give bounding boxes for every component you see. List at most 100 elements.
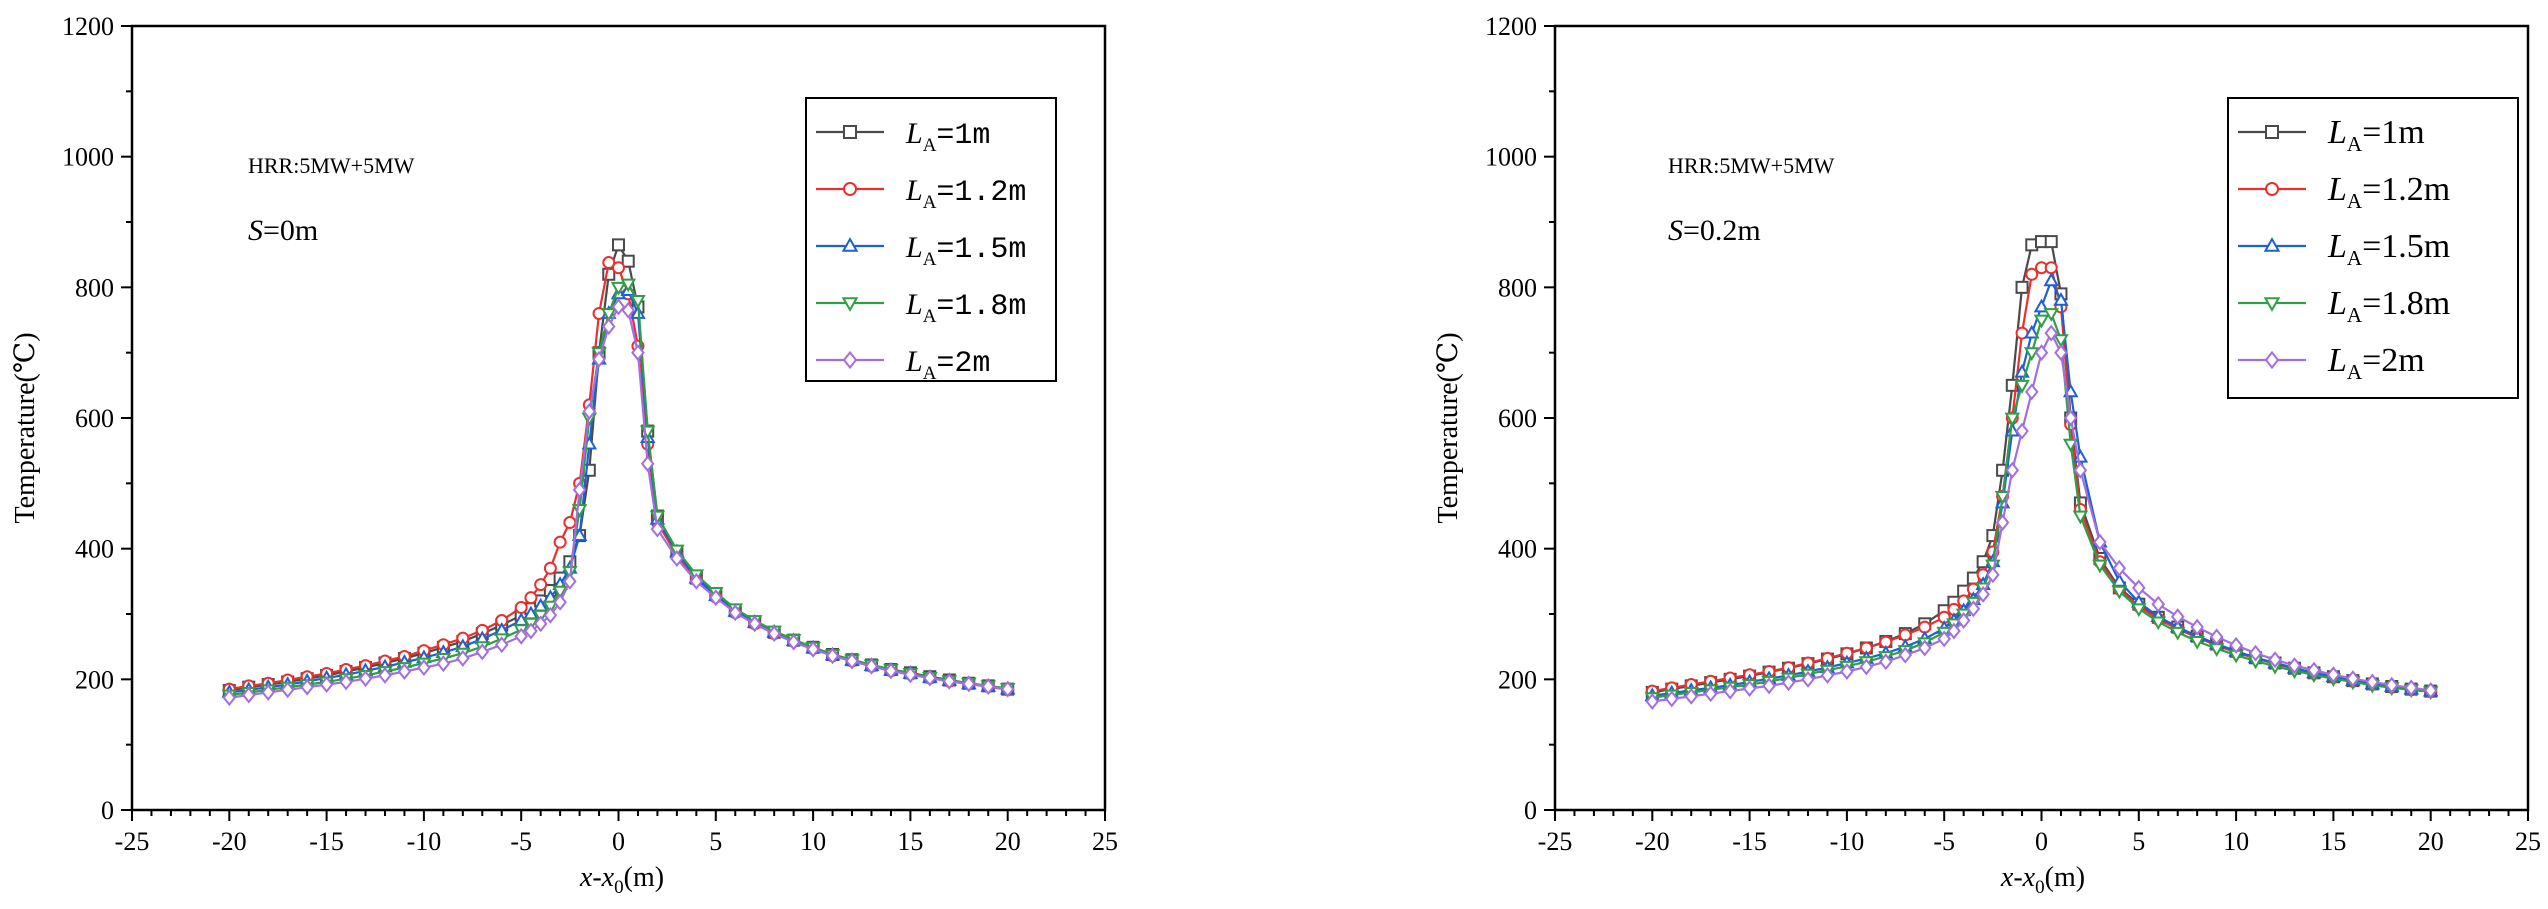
data-point: [563, 516, 577, 530]
data-point: [2053, 334, 2069, 348]
data-point: [1840, 663, 1854, 680]
legend-marker: [2265, 125, 2279, 139]
data-point: [1898, 646, 1913, 664]
x-axis-title: x-x0(m): [2000, 862, 2085, 898]
legend-item: LA=1.8m: [2238, 285, 2450, 327]
data-point: [533, 615, 548, 633]
data-point: [1976, 585, 1990, 603]
data-point: [2093, 533, 2107, 551]
data-point: [611, 298, 626, 316]
x-tick-label: 25: [2515, 827, 2541, 856]
y-axis-title: Temperature(℃): [10, 332, 41, 523]
data-point: [2307, 661, 2321, 679]
data-point: [2209, 628, 2224, 646]
data-point: [2063, 409, 2078, 427]
data-point: [261, 683, 276, 701]
legend-item: LA=1.2m: [2238, 171, 2450, 213]
data-point: [1801, 670, 1815, 688]
data-point: [1723, 682, 1737, 700]
x-tick-label: 5: [2132, 827, 2145, 856]
data-point: [436, 655, 451, 673]
data-point: [2287, 657, 2302, 675]
data-point: [709, 589, 723, 607]
y-tick-label: 0: [101, 796, 114, 825]
plot-area: [221, 238, 1016, 707]
data-point: [1859, 658, 1874, 676]
x-tick-label: 5: [709, 827, 722, 856]
data-point: [222, 689, 237, 707]
legend-marker: [2263, 297, 2281, 312]
data-point: [1986, 529, 2000, 543]
x-tick-label: 25: [1092, 827, 1118, 856]
data-point: [300, 678, 314, 696]
data-point: [602, 256, 616, 270]
legend-item: LA=1.8m: [816, 288, 1026, 327]
annotation-block: HRR:5MW+5MW S=0.2m: [1668, 153, 1835, 247]
data-point: [475, 643, 490, 661]
data-point: [2005, 461, 2020, 479]
x-tick-label: -15: [1732, 827, 1767, 856]
data-point: [631, 344, 645, 362]
data-point: [728, 604, 743, 622]
legend-item: LA=1m: [2238, 114, 2425, 156]
data-point: [524, 591, 538, 605]
legend-label: LA=1m: [905, 117, 990, 156]
x-tick-label: -20: [212, 827, 247, 856]
data-point: [1645, 693, 1660, 711]
data-point: [601, 308, 617, 322]
data-point: [2189, 636, 2205, 650]
data-point: [2062, 438, 2079, 453]
data-point: [923, 669, 937, 687]
data-point: [2151, 595, 2166, 613]
data-point: [903, 666, 918, 684]
hrr-annotation: HRR:5MW+5MW: [248, 153, 415, 178]
data-point: [2268, 651, 2282, 669]
data-point: [241, 686, 256, 704]
data-point: [1995, 514, 2010, 532]
data-point: [621, 254, 635, 268]
data-point: [514, 600, 528, 614]
y-tick-label: 200: [75, 665, 114, 694]
legend-marker: [842, 350, 858, 370]
data-point: [612, 238, 625, 252]
data-point: [610, 281, 627, 296]
legend-item: LA=2m: [816, 345, 990, 384]
data-point: [2169, 626, 2186, 641]
y-tick-label: 200: [1498, 665, 1537, 694]
data-point: [2024, 347, 2040, 362]
data-point: [2004, 422, 2021, 437]
legend-item: LA=1.5m: [2238, 228, 2450, 270]
data-point: [747, 615, 762, 633]
data-point: [2014, 379, 2030, 394]
y-tick-label: 400: [75, 535, 114, 564]
x-tick-label: 0: [2035, 827, 2048, 856]
data-point: [494, 636, 509, 654]
data-point: [1762, 677, 1776, 695]
data-point: [417, 659, 431, 677]
legend-label: LA=1m: [2327, 114, 2425, 156]
legend-marker: [841, 297, 859, 312]
data-point: [358, 670, 373, 688]
data-point: [2043, 308, 2059, 322]
data-point: [2326, 666, 2341, 684]
legend-item: LA=1m: [816, 117, 990, 156]
data-point: [1947, 622, 1961, 640]
x-tick-label: -15: [309, 827, 344, 856]
data-point: [1966, 600, 1981, 618]
data-point: [397, 663, 412, 680]
data-point: [612, 261, 625, 275]
data-point: [2033, 314, 2050, 329]
legend-marker: [843, 125, 857, 139]
legend-label: LA=1.8m: [905, 288, 1026, 327]
data-point: [2072, 510, 2089, 525]
data-point: [2024, 383, 2039, 401]
data-point: [640, 455, 655, 473]
data-point: [621, 301, 636, 319]
data-point: [2073, 461, 2088, 479]
x-tick-label: -10: [407, 827, 442, 856]
data-point: [825, 647, 840, 665]
x-tick-label: 20: [2418, 827, 2444, 856]
legend-item: LA=2m: [2238, 342, 2425, 384]
data-point: [543, 561, 557, 575]
